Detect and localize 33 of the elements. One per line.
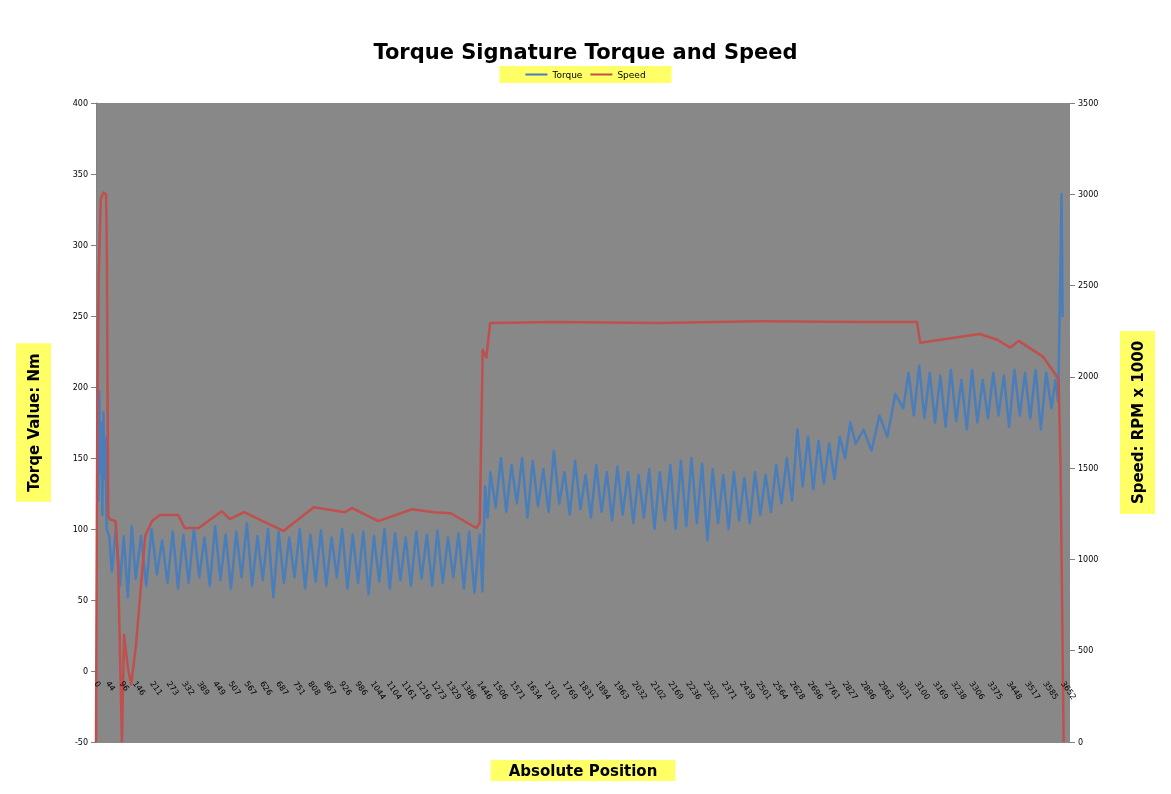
y2-tick-label: 2000 [1078,372,1099,382]
y-tick-label: 100 [72,524,88,534]
x-tick-label: 44 [103,679,118,693]
x-axis-title: Absolute Position [508,761,658,780]
y-tick-label: 0 [82,666,88,676]
y-tick-label: 300 [72,240,88,250]
x-tick-label: 96 [117,679,131,693]
line-series [96,192,1064,599]
x-tick-label: 687 [274,679,291,698]
chart-title: Torque Signature Torque and Speed [373,39,798,64]
y2-tick-label: 3000 [1078,189,1099,199]
y-tick-label: 50 [77,595,88,605]
x-tick-label: 867 [321,679,338,698]
y-tick-label: -50 [74,737,88,747]
y-tick-label: 350 [72,169,88,179]
y2-tick-label: 0 [1078,737,1084,747]
x-tick-label: 567 [242,679,259,698]
y2-axis-title: Speed: RPM x 1000 [1128,340,1147,505]
y2-tick-label: 3500 [1078,98,1099,108]
legend-label: Speed [617,69,646,80]
y-tick-label: 250 [72,311,88,321]
y2-tick-label: 1500 [1078,463,1099,473]
x-tick-label: 449 [211,679,228,698]
y2-tick-label: 1000 [1078,554,1099,564]
x-tick-label: 507 [226,679,243,698]
x-tick-label: 0 [92,679,103,689]
y-tick-label: 400 [72,98,88,108]
y2-tick-label: 500 [1078,646,1094,656]
y-tick-label: 200 [72,382,88,392]
y-axis-title: Torqe Value: Nm [24,353,43,492]
y-tick-label: 150 [72,453,88,463]
legend-label: Torque [551,69,583,80]
y2-tick-label: 2500 [1078,281,1099,291]
